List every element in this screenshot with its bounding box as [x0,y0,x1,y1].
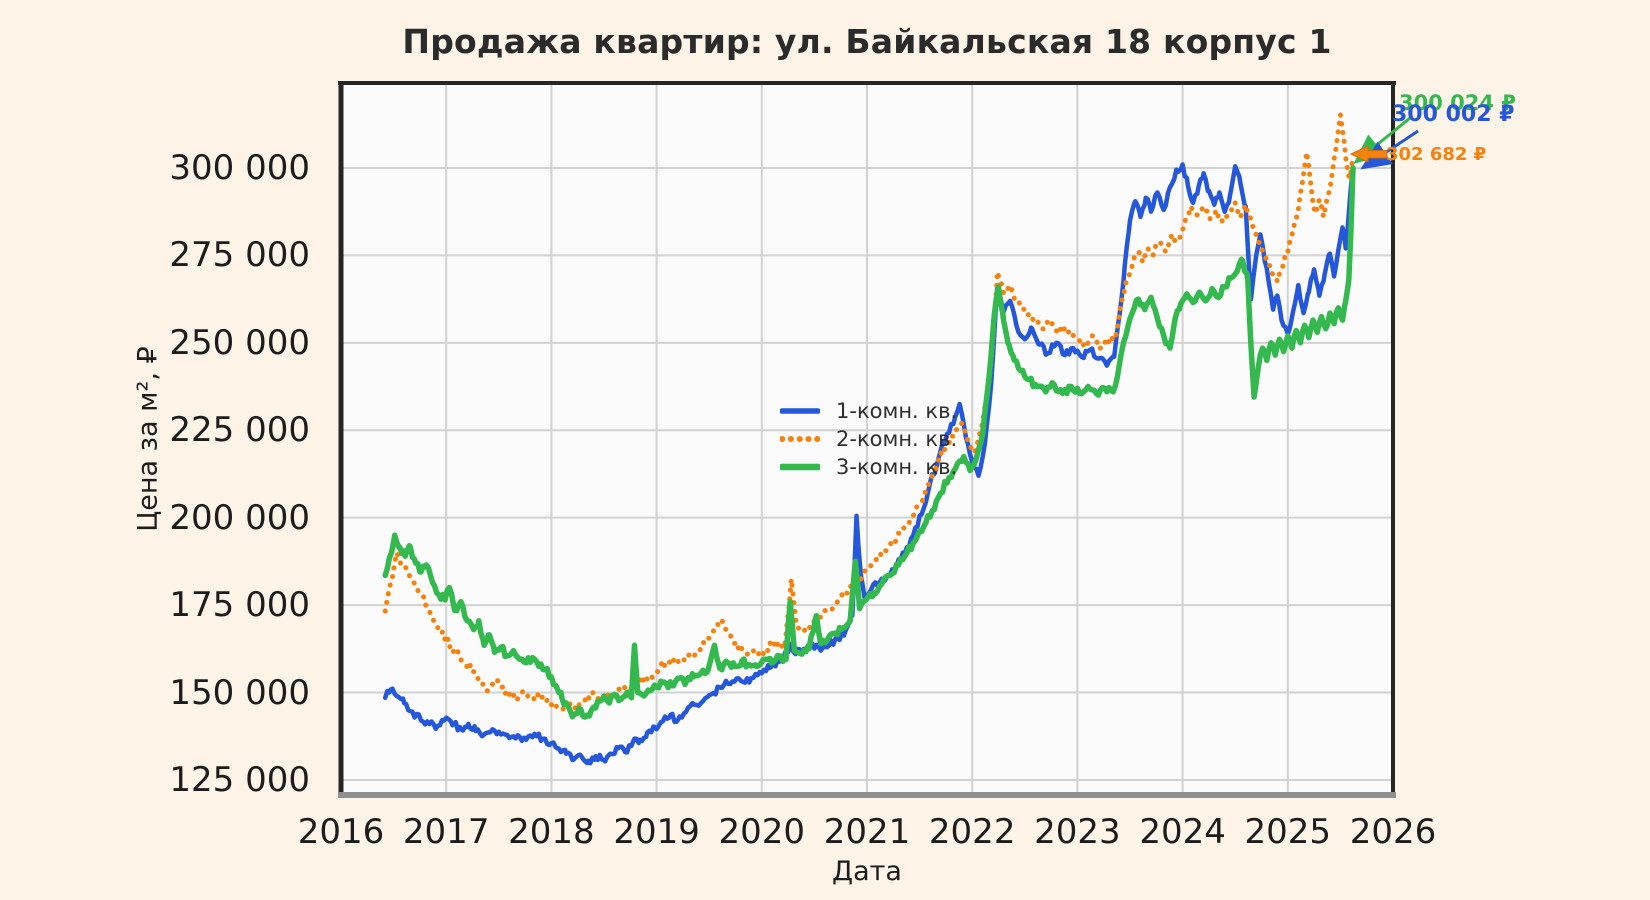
y-tick-label: 125 000 [169,759,310,800]
annotation-arrows [1349,116,1419,170]
x-tick-label: 2016 [297,812,385,852]
x-axis-label: Дата [832,856,902,887]
legend-line-sample-2-room-icon [780,436,820,442]
y-tick-label: 150 000 [169,672,310,713]
legend-label-3-room: 3-комн. кв. [836,455,958,479]
chart-title: Продажа квартир: ул. Байкальская 18 корп… [402,22,1332,61]
x-tick-label: 2021 [823,812,911,852]
legend-label-1-room: 1-комн. кв. [836,399,958,423]
series-line-2-room [382,112,1356,713]
series-line-3-room [382,165,1356,720]
legend-line-sample-3-room-icon [780,463,820,471]
y-tick-label: 200 000 [169,497,310,538]
annotation-arrow-1-room [1360,129,1419,170]
annotation-price-1-room: 300 002 ₽ [1392,102,1515,127]
annotation-price-3-room: 300 024 ₽ [1399,91,1516,115]
annotation-arrow-2-room [1349,145,1388,163]
legend: 1-комн. кв. 2-комн. кв. 3-комн. кв. [780,397,957,481]
x-tick-label: 2023 [1034,812,1121,852]
y-tick-label: 225 000 [169,410,310,451]
y-axis-label: Цена за м², ₽ [132,346,164,532]
y-gridlines [341,166,1393,781]
series-line-1-room [382,162,1356,766]
x-tick-label: 2026 [1349,812,1437,852]
legend-item-1-room: 1-комн. кв. [780,397,957,425]
x-tick-label: 2025 [1244,812,1332,852]
annotation-price-2-room: 302 682 ₽ [1386,144,1487,165]
plot-border [338,81,1396,798]
legend-label-2-room: 2-комн. кв. [836,427,958,451]
x-tick-label: 2022 [928,812,1016,852]
legend-item-2-room: 2-комн. кв. [780,425,957,453]
y-tick-label: 250 000 [169,322,310,363]
y-tick-label: 175 000 [169,585,310,626]
legend-item-3-room: 3-комн. кв. [780,453,957,481]
legend-line-sample-1-room-icon [780,408,820,414]
x-tick-label: 2019 [613,812,700,852]
x-tick-label: 2024 [1139,812,1226,852]
x-tick-label: 2020 [718,812,806,852]
x-tick-label: 2018 [508,812,595,852]
y-tick-label: 275 000 [169,235,310,276]
y-tick-label: 300 000 [169,147,310,188]
x-tick-label: 2017 [402,812,490,852]
